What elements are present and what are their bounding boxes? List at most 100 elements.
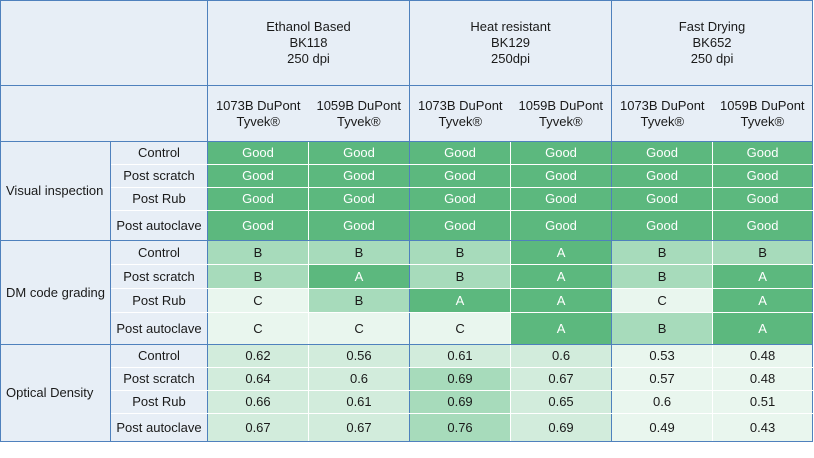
density-cell: 0.6 — [308, 367, 411, 391]
condition-label: Control — [110, 141, 208, 165]
header-row-materials: 1073B DuPont Tyvek® 1059B DuPont Tyvek® … — [0, 85, 814, 142]
result-cell: Good — [510, 164, 613, 188]
result-cell: Good — [207, 210, 309, 241]
group-header-line1: Heat resistant — [470, 19, 551, 34]
section-label-visual: Visual inspection — [0, 141, 111, 241]
group-header-heat: Heat resistant BK129 250dpi — [409, 0, 613, 86]
grade-cell: A — [712, 312, 814, 345]
material-line1: 1059B DuPont — [316, 97, 402, 113]
result-cell: Good — [712, 164, 814, 188]
grade-cell: B — [207, 264, 309, 289]
grade-cell: B — [712, 240, 814, 265]
table-row: Visual inspection Control Good Good Good… — [0, 141, 814, 241]
table-row: Post Rub Good Good Good Good Good Good — [1, 187, 814, 211]
result-cell: Good — [409, 164, 512, 188]
table-row: Post scratch B A B A B A — [1, 264, 814, 289]
density-cell: 0.48 — [712, 344, 814, 368]
material-line1: 1073B DuPont — [215, 97, 301, 113]
condition-label: Post autoclave — [110, 312, 208, 345]
grade-cell: A — [409, 288, 512, 313]
density-cell: 0.69 — [510, 413, 613, 442]
density-cell: 0.69 — [409, 367, 512, 391]
result-cell: Good — [207, 164, 309, 188]
grade-cell: A — [712, 264, 814, 289]
density-cell: 0.6 — [510, 344, 613, 368]
result-cell: Good — [510, 210, 613, 241]
table-row: Post scratch Good Good Good Good Good Go… — [1, 164, 814, 188]
material-header: 1059B DuPont Tyvek® — [308, 85, 411, 142]
material-line2: Tyvek® — [740, 113, 785, 129]
material-line1: 1073B DuPont — [417, 97, 503, 113]
density-cell: 0.66 — [207, 390, 309, 414]
result-cell: Good — [712, 210, 814, 241]
table-row: DM code grading Control B B B A B B — [0, 240, 814, 345]
result-cell: Good — [409, 210, 512, 241]
group-header-line2: BK652 — [692, 35, 732, 50]
header-row-ink-groups: Ethanol Based BK118 250 dpi Heat resista… — [0, 0, 814, 86]
condition-label: Post Rub — [110, 288, 208, 313]
density-cell: 0.64 — [207, 367, 309, 391]
header-corner-top — [0, 0, 208, 86]
result-cell: Good — [308, 210, 411, 241]
grade-cell: B — [611, 312, 714, 345]
result-cell: Good — [611, 141, 714, 165]
density-cell: 0.56 — [308, 344, 411, 368]
grade-cell: C — [308, 312, 411, 345]
condition-label: Post Rub — [110, 187, 208, 211]
density-cell: 0.61 — [308, 390, 411, 414]
density-cell: 0.49 — [611, 413, 714, 442]
density-cell: 0.65 — [510, 390, 613, 414]
result-cell: Good — [611, 164, 714, 188]
condition-label: Post Rub — [110, 390, 208, 414]
density-cell: 0.61 — [409, 344, 512, 368]
table-row: Post Rub 0.66 0.61 0.69 0.65 0.6 0.51 — [1, 390, 814, 414]
grade-cell: A — [510, 240, 613, 265]
section-label-dm: DM code grading — [0, 240, 111, 345]
table-row: Post Rub C B A A C A — [1, 288, 814, 313]
material-line2: Tyvek® — [336, 113, 381, 129]
result-cell: Good — [611, 210, 714, 241]
condition-label: Control — [110, 344, 208, 368]
density-cell: 0.53 — [611, 344, 714, 368]
header-corner-bottom — [0, 85, 208, 142]
density-cell: 0.69 — [409, 390, 512, 414]
material-line1: 1059B DuPont — [719, 97, 805, 113]
table-row: Post autoclave 0.67 0.67 0.76 0.69 0.49 … — [1, 413, 814, 442]
grade-cell: B — [611, 240, 714, 265]
results-table: Ethanol Based BK118 250 dpi Heat resista… — [0, 0, 814, 442]
grade-cell: B — [308, 288, 411, 313]
group-header-line2: BK129 — [491, 35, 531, 50]
result-cell: Good — [510, 187, 613, 211]
result-cell: Good — [308, 164, 411, 188]
grade-cell: C — [409, 312, 512, 345]
density-cell: 0.76 — [409, 413, 512, 442]
result-cell: Good — [611, 187, 714, 211]
table-row: Post autoclave C C C A B A — [1, 312, 814, 345]
table-row: Optical Density Control 0.62 0.56 0.61 0… — [0, 344, 814, 442]
material-line2: Tyvek® — [236, 113, 281, 129]
grade-cell: C — [207, 312, 309, 345]
group-header-line3: 250dpi — [491, 51, 531, 66]
result-cell: Good — [409, 141, 512, 165]
material-line2: Tyvek® — [539, 113, 583, 129]
condition-label: Post scratch — [110, 264, 208, 289]
grade-cell: A — [308, 264, 411, 289]
group-header-fast: Fast Drying BK652 250 dpi — [611, 0, 814, 86]
material-line2: Tyvek® — [438, 113, 483, 129]
result-cell: Good — [308, 187, 411, 211]
condition-label: Post scratch — [110, 367, 208, 391]
condition-label: Post scratch — [110, 164, 208, 188]
density-cell: 0.67 — [207, 413, 309, 442]
material-header: 1059B DuPont Tyvek® — [712, 85, 814, 142]
grade-cell: B — [308, 240, 411, 265]
group-header-line3: 250 dpi — [287, 51, 330, 66]
table-row: Post scratch 0.64 0.6 0.69 0.67 0.57 0.4… — [1, 367, 814, 391]
grade-cell: B — [611, 264, 714, 289]
grade-cell: B — [409, 264, 512, 289]
material-line1: 1073B DuPont — [619, 97, 705, 113]
material-line2: Tyvek® — [640, 113, 685, 129]
group-header-ethanol: Ethanol Based BK118 250 dpi — [206, 0, 411, 86]
density-cell: 0.62 — [207, 344, 309, 368]
section-label-optical: Optical Density — [0, 344, 111, 442]
